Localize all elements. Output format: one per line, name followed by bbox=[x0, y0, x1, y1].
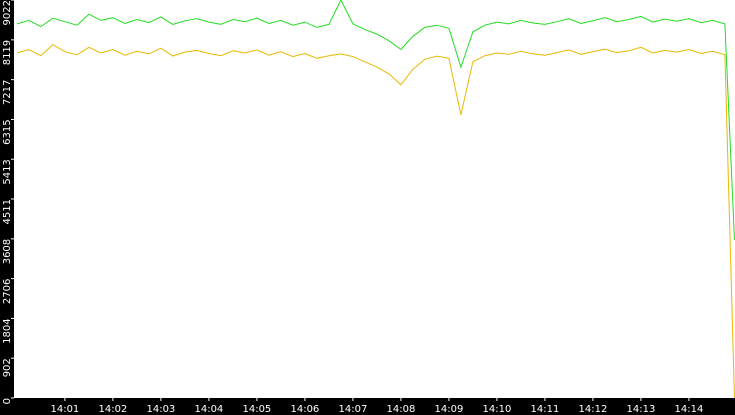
x-axis-strip bbox=[0, 398, 735, 415]
x-tick-label: 14:05 bbox=[242, 404, 271, 415]
y-tick-label: 902 bbox=[2, 358, 13, 377]
y-tick-label: 8119 bbox=[2, 40, 13, 65]
x-tick-label: 14:13 bbox=[627, 404, 656, 415]
y-tick-label: 5413 bbox=[2, 159, 13, 184]
x-tick-label: 14:10 bbox=[482, 404, 511, 415]
y-tick-label: 1804 bbox=[2, 318, 13, 343]
x-tick-label: 14:07 bbox=[338, 404, 367, 415]
y-tick-label: 6315 bbox=[2, 119, 13, 144]
series-line bbox=[16, 43, 735, 399]
x-tick-label: 14:04 bbox=[194, 404, 223, 415]
series-line bbox=[16, 0, 735, 241]
x-tick-label: 14:03 bbox=[146, 404, 175, 415]
x-tick-label: 14:06 bbox=[290, 404, 319, 415]
x-tick-label: 14:08 bbox=[386, 404, 415, 415]
y-tick-label: 7217 bbox=[2, 80, 13, 105]
y-axis-strip bbox=[0, 0, 14, 415]
y-tick-label: 2706 bbox=[2, 279, 13, 304]
x-tick-label: 14:01 bbox=[50, 404, 79, 415]
x-tick-label: 14:14 bbox=[675, 404, 704, 415]
x-tick-label: 14:09 bbox=[434, 404, 463, 415]
x-tick-label: 14:02 bbox=[98, 404, 127, 415]
y-tick-label: 4511 bbox=[2, 199, 13, 224]
y-tick-label: 3608 bbox=[2, 239, 13, 264]
y-tick-label: 9022 bbox=[2, 0, 13, 25]
x-tick-label: 14:12 bbox=[578, 404, 607, 415]
y-tick-label: 0 bbox=[2, 398, 13, 404]
x-tick-label: 14:11 bbox=[530, 404, 559, 415]
